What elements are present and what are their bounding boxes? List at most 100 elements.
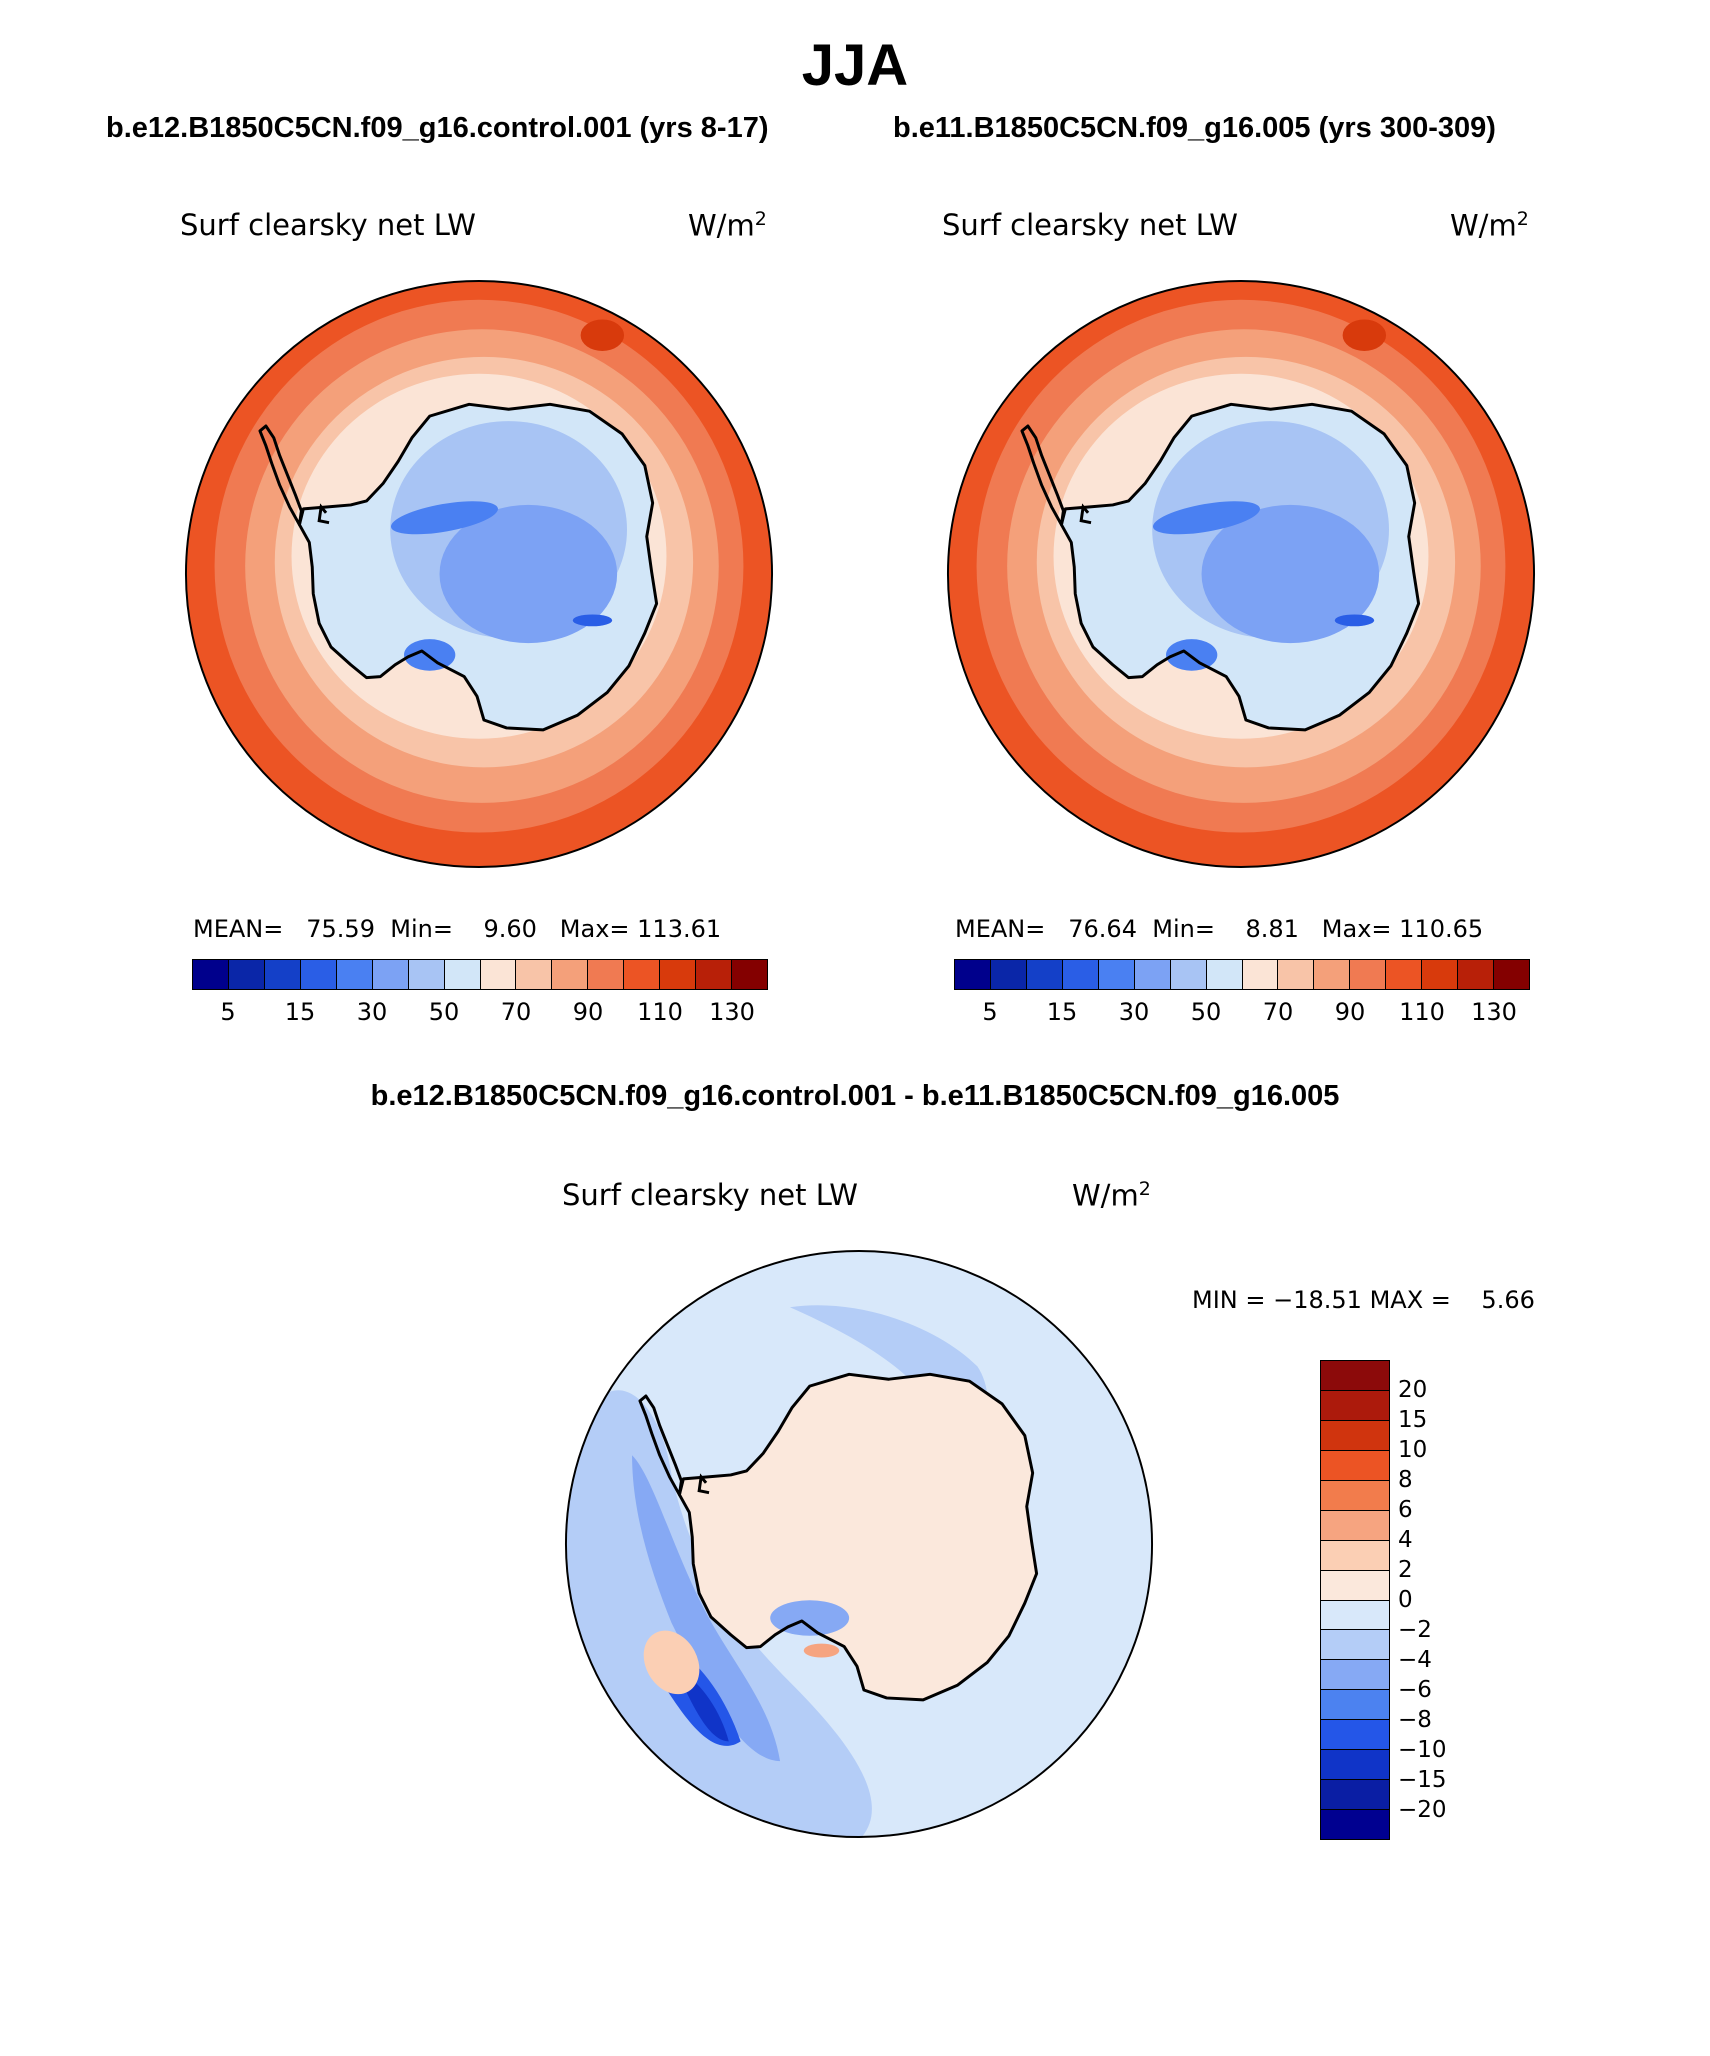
colorbar-swatch: [552, 960, 589, 989]
colorbar-swatch: [1321, 1750, 1389, 1781]
map-boundary: [564, 1249, 1154, 1839]
colorbar-swatch: [1321, 1720, 1389, 1751]
colorbar-swatch: [1134, 960, 1171, 989]
colorbar-swatch: [1206, 960, 1243, 989]
panel1-mean-label: MEAN=: [193, 915, 284, 943]
colorbar-swatch: [1026, 960, 1063, 989]
peninsula-coastline: [258, 424, 303, 527]
colorbar-tick-label: 50: [428, 998, 460, 1026]
colorbar-swatch: [1494, 960, 1529, 989]
colorbar-tick-label: −8: [1398, 1707, 1432, 1733]
colorbar-swatch: [408, 960, 445, 989]
colorbar-swatch: [516, 960, 553, 989]
panel2-polar-map: [946, 279, 1536, 869]
colorbar-swatch: [1321, 1510, 1389, 1541]
colorbar-swatch: [228, 960, 265, 989]
colorbar-tick-label: −15: [1398, 1767, 1447, 1793]
diff-units-label: W/m2: [1072, 1178, 1151, 1213]
colorbar-tick-label: −4: [1398, 1647, 1432, 1673]
case2-title: b.e11.B1850C5CN.f09_g16.005 (yrs 300-309…: [893, 112, 1496, 144]
colorbar-tick-label: 70: [1262, 998, 1294, 1026]
ice-shelf-coastline: [1079, 503, 1092, 525]
colorbar-tick-label: 30: [356, 998, 388, 1026]
diff-colorbar-ticks: 20 15 10 8 6 4 2 0 −2 −4 −6 −8 −10 −15 −20: [1398, 1360, 1488, 1840]
colorbar-swatch: [1422, 960, 1459, 989]
colorbar-swatch: [1098, 960, 1135, 989]
ice-sheet-field: [1201, 504, 1380, 644]
colorbar-tick-label: 50: [1190, 998, 1222, 1026]
colorbar-tick-label: 15: [284, 998, 316, 1026]
panel2-mean-value: 76.64: [1068, 915, 1137, 943]
colorbar-swatch: [588, 960, 625, 989]
colorbar-swatch: [1386, 960, 1423, 989]
panel1-stats: MEAN= 75.59 Min= 9.60 Max= 113.61: [193, 915, 721, 943]
panel1-polar-map: [184, 279, 774, 869]
colorbar-tick-label: 70: [500, 998, 532, 1026]
colorbar-swatch: [1321, 1690, 1389, 1721]
negative-band: [632, 1455, 781, 1762]
map-boundary: [184, 279, 774, 869]
colorbar-swatch: [193, 960, 229, 989]
colorbar-tick-label: 4: [1398, 1527, 1413, 1553]
low-value-streak: [1152, 501, 1260, 535]
colorbar-tick-label: 110: [1399, 998, 1445, 1026]
colorbar-swatch: [1321, 1420, 1389, 1451]
panel1-colorbar: [192, 959, 768, 990]
low-value-patch: [1166, 639, 1218, 671]
colorbar-swatch: [1321, 1810, 1389, 1839]
colorbar-swatch: [732, 960, 767, 989]
colorbar-tick-label: 5: [220, 998, 236, 1026]
colorbar-swatch: [1321, 1450, 1389, 1481]
diff-min-value: −18.51: [1273, 1286, 1362, 1314]
colorbar-swatch: [1321, 1390, 1389, 1421]
map-boundary: [946, 279, 1536, 869]
colorbar-swatch: [372, 960, 409, 989]
interior-field: [679, 1374, 1037, 1700]
low-value-patch: [572, 614, 613, 627]
colorbar-swatch: [1321, 1600, 1389, 1631]
colorbar-swatch: [444, 960, 481, 989]
diff-colorbar: [1320, 1360, 1390, 1840]
panel2-max-label: Max=: [1321, 915, 1392, 943]
ice-sheet-field: [439, 504, 618, 644]
colorbar-tick-label: 130: [1471, 998, 1517, 1026]
panel2-min-value: 8.81: [1245, 915, 1299, 943]
ice-shelf-coastline: [697, 1473, 710, 1495]
low-value-streak: [390, 501, 498, 535]
panel1-colorbar-ticks: 5 15 30 50 70 90 110 130: [192, 998, 768, 1028]
panel2-variable-label: Surf clearsky net LW: [942, 208, 1238, 242]
colorbar-tick-label: 130: [709, 998, 755, 1026]
panel1-max-value: 113.61: [637, 915, 722, 943]
warm-patch: [643, 1630, 700, 1695]
colorbar-tick-label: −2: [1398, 1617, 1432, 1643]
diff-min-label: MIN =: [1192, 1286, 1266, 1314]
panel1-max-label: Max=: [559, 915, 630, 943]
colorbar-tick-label: 5: [982, 998, 998, 1026]
panel1-variable-label: Surf clearsky net LW: [180, 208, 476, 242]
panel1-units-label: W/m2: [688, 208, 767, 243]
antarctica-coastline: [677, 1372, 1039, 1702]
colorbar-tick-label: 6: [1398, 1497, 1413, 1523]
colorbar-tick-label: 90: [572, 998, 604, 1026]
strong-negative-anomaly: [681, 1672, 729, 1742]
diff-stats: MIN = −18.51 MAX = 5.66: [1192, 1286, 1535, 1314]
panel2-colorbar: [954, 959, 1530, 990]
panel1-min-label: Min=: [390, 915, 453, 943]
warm-patch: [1342, 319, 1387, 352]
colorbar-tick-label: 20: [1398, 1377, 1428, 1403]
colorbar-swatch: [990, 960, 1027, 989]
case1-title: b.e12.B1850C5CN.f09_g16.control.001 (yrs…: [106, 112, 769, 144]
colorbar-swatch: [480, 960, 517, 989]
panel1-min-value: 9.60: [483, 915, 537, 943]
colorbar-swatch: [1321, 1630, 1389, 1661]
map-field: [185, 280, 773, 868]
map-field: [565, 1250, 1153, 1838]
colorbar-swatch: [696, 960, 733, 989]
diff-max-value: 5.66: [1481, 1286, 1535, 1314]
colorbar-tick-label: 30: [1118, 998, 1150, 1026]
colorbar-tick-label: 0: [1398, 1587, 1413, 1613]
panel2-units-label: W/m2: [1450, 208, 1529, 243]
colorbar-swatch: [624, 960, 661, 989]
colorbar-swatch: [1321, 1780, 1389, 1811]
low-value-patch: [1334, 614, 1375, 627]
